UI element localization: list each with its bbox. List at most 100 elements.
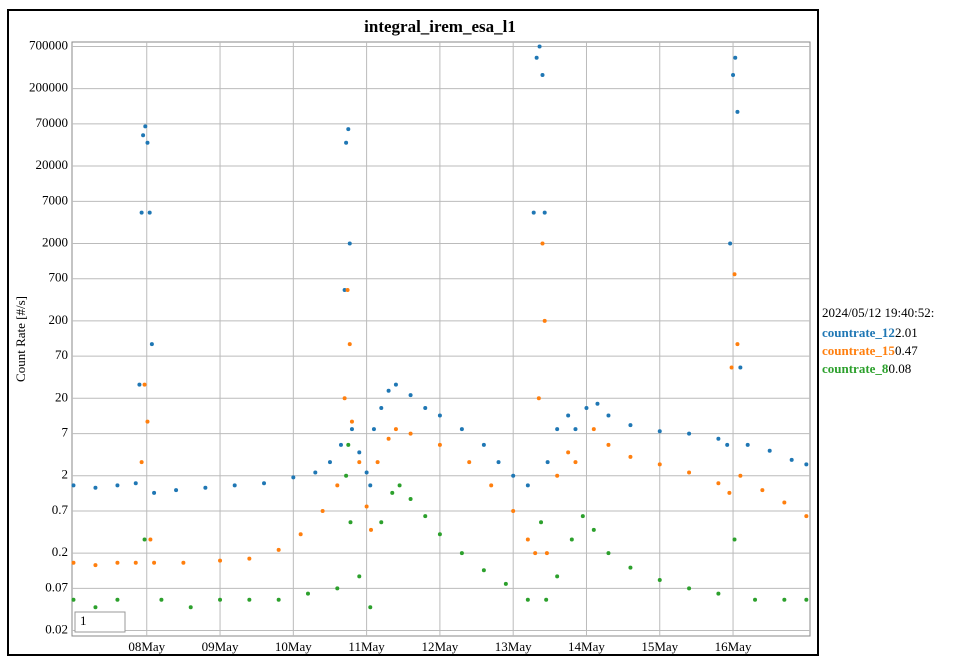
data-point [423, 406, 427, 410]
data-point [343, 396, 347, 400]
data-point [725, 443, 729, 447]
data-point [535, 56, 539, 60]
data-point [93, 563, 97, 567]
data-point [143, 124, 147, 128]
data-point [482, 568, 486, 572]
data-point [148, 211, 152, 215]
zoom-input[interactable]: 1 [80, 613, 87, 628]
data-point [545, 551, 549, 555]
data-point [738, 474, 742, 478]
data-point [339, 443, 343, 447]
chart-title: integral_irem_esa_l1 [364, 17, 516, 36]
data-point [134, 561, 138, 565]
data-point [369, 528, 373, 532]
data-point [541, 241, 545, 245]
y-tick-label: 20000 [36, 157, 69, 172]
y-tick-label: 2 [62, 467, 69, 482]
data-point [727, 491, 731, 495]
data-point [628, 455, 632, 459]
data-point [768, 449, 772, 453]
data-point [115, 483, 119, 487]
y-tick-label: 0.2 [52, 544, 68, 559]
data-point [143, 383, 147, 387]
data-point [526, 537, 530, 541]
data-point [537, 396, 541, 400]
data-point [365, 470, 369, 474]
data-point [460, 551, 464, 555]
data-point [497, 460, 501, 464]
data-point [277, 598, 281, 602]
data-point [348, 241, 352, 245]
data-point [782, 598, 786, 602]
x-tick-label: 15May [641, 639, 678, 654]
data-point [93, 605, 97, 609]
data-point [344, 141, 348, 145]
data-point [584, 406, 588, 410]
data-point [368, 605, 372, 609]
data-point [145, 141, 149, 145]
data-point [368, 483, 372, 487]
data-point [152, 561, 156, 565]
data-point [71, 483, 75, 487]
data-point [365, 505, 369, 509]
y-tick-label: 70000 [36, 115, 69, 130]
data-point [606, 551, 610, 555]
data-point [526, 598, 530, 602]
data-point [511, 474, 515, 478]
legend-value: 2.01 [895, 325, 918, 340]
x-tick-label: 11May [348, 639, 385, 654]
data-point [218, 598, 222, 602]
data-point [467, 460, 471, 464]
y-tick-label: 20 [55, 389, 68, 404]
data-point [570, 537, 574, 541]
data-point [115, 561, 119, 565]
data-point [71, 598, 75, 602]
data-point [658, 578, 662, 582]
legend-entry: countrate_80.08 [822, 361, 911, 376]
data-point [394, 427, 398, 431]
data-point [350, 420, 354, 424]
data-point [504, 582, 508, 586]
data-point [687, 586, 691, 590]
data-point [595, 402, 599, 406]
legend-entry: countrate_150.47 [822, 343, 918, 358]
data-point [346, 288, 350, 292]
data-point [573, 460, 577, 464]
data-point [716, 437, 720, 441]
data-point [346, 127, 350, 131]
x-tick-label: 16May [715, 639, 752, 654]
data-point [658, 429, 662, 433]
data-point [115, 598, 119, 602]
data-point [541, 73, 545, 77]
data-point [555, 474, 559, 478]
data-point [735, 342, 739, 346]
data-point [174, 488, 178, 492]
data-point [277, 548, 281, 552]
y-tick-label: 7000 [42, 192, 68, 207]
data-point [731, 73, 735, 77]
data-point [357, 460, 361, 464]
y-tick-label: 2000 [42, 234, 68, 249]
data-point [489, 483, 493, 487]
y-tick-label: 0.02 [45, 622, 68, 637]
y-tick-label: 200000 [29, 80, 68, 95]
data-point [782, 501, 786, 505]
x-tick-label: 09May [202, 639, 239, 654]
legend-name: countrate_12 [822, 325, 895, 340]
data-point [730, 365, 734, 369]
data-point [189, 605, 193, 609]
data-point [247, 557, 251, 561]
data-point [141, 133, 145, 137]
data-point [137, 383, 141, 387]
data-point [299, 532, 303, 536]
data-point [313, 470, 317, 474]
data-point [335, 586, 339, 590]
data-point [538, 44, 542, 48]
data-point [348, 520, 352, 524]
data-point [348, 342, 352, 346]
data-point [606, 413, 610, 417]
data-point [526, 483, 530, 487]
data-point [438, 532, 442, 536]
data-point [566, 413, 570, 417]
data-point [438, 443, 442, 447]
